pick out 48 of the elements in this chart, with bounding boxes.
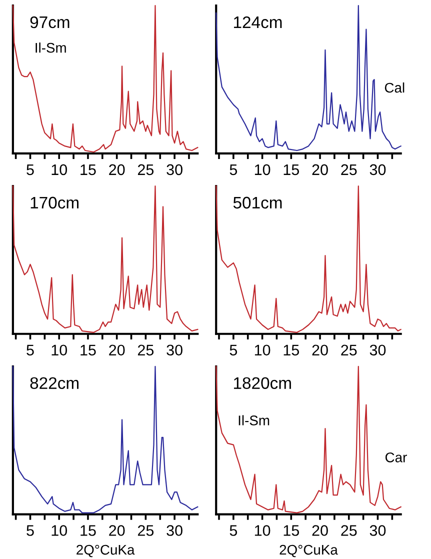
x-tick-label: 15 <box>284 525 300 536</box>
x-tick-label: 5 <box>230 525 238 536</box>
x-tick-label: 10 <box>254 344 270 356</box>
annotation: Car <box>386 452 407 462</box>
x-tick-label: 25 <box>341 164 357 176</box>
x-tick-label: 10 <box>254 164 270 176</box>
x-axis-title: 2Q°CuKa <box>280 544 338 558</box>
annotation: Cal <box>384 82 404 93</box>
x-tick-label: 20 <box>312 344 328 356</box>
x-tick-label: 25 <box>341 344 357 356</box>
x-tick-label: 20 <box>109 344 125 356</box>
x-tick-label: 10 <box>52 525 68 536</box>
annotation: Il-Sm <box>238 415 270 426</box>
x-tick-label: 15 <box>284 164 300 176</box>
x-tick-label: 30 <box>370 344 386 356</box>
x-tick-label: 20 <box>109 525 125 536</box>
x-tick-label: 5 <box>230 344 238 356</box>
x-tick-label: 30 <box>166 344 182 356</box>
x-tick-label: 10 <box>52 164 68 176</box>
text: 1820cm <box>234 377 291 389</box>
text: 501cm <box>233 196 282 209</box>
x-tick-label: 20 <box>312 525 328 536</box>
x-tick-label: 20 <box>312 164 328 176</box>
x-tick-label: 30 <box>370 525 386 536</box>
text: 97cm <box>30 16 70 28</box>
x-tick-label: 10 <box>52 344 68 356</box>
x-tick-label: 25 <box>341 525 357 536</box>
x-tick-label: 15 <box>284 344 300 356</box>
x-tick-label: 25 <box>138 344 154 356</box>
x-tick-label: 10 <box>254 525 270 536</box>
x-tick-label: 30 <box>166 164 182 176</box>
x-tick-label: 30 <box>166 525 182 536</box>
text: 170cm <box>30 196 78 209</box>
x-tick-label: 25 <box>138 525 154 536</box>
x-tick-label: 20 <box>109 164 125 176</box>
text: 822cm <box>30 377 78 389</box>
x-tick-label: 30 <box>370 164 386 176</box>
x-tick-label: 15 <box>80 344 96 356</box>
x-tick-label: 25 <box>138 164 154 176</box>
x-axis-title: 2Q°CuKa <box>76 544 135 558</box>
annotation: Il-Sm <box>36 42 66 53</box>
x-tick-label: 5 <box>230 164 238 176</box>
x-tick-label: 15 <box>80 525 96 536</box>
x-tick-label: 5 <box>26 164 34 176</box>
x-tick-label: 5 <box>26 525 34 536</box>
x-tick-label: 15 <box>80 164 96 176</box>
x-tick-label: 5 <box>26 344 34 356</box>
text: 124cm <box>234 16 282 28</box>
